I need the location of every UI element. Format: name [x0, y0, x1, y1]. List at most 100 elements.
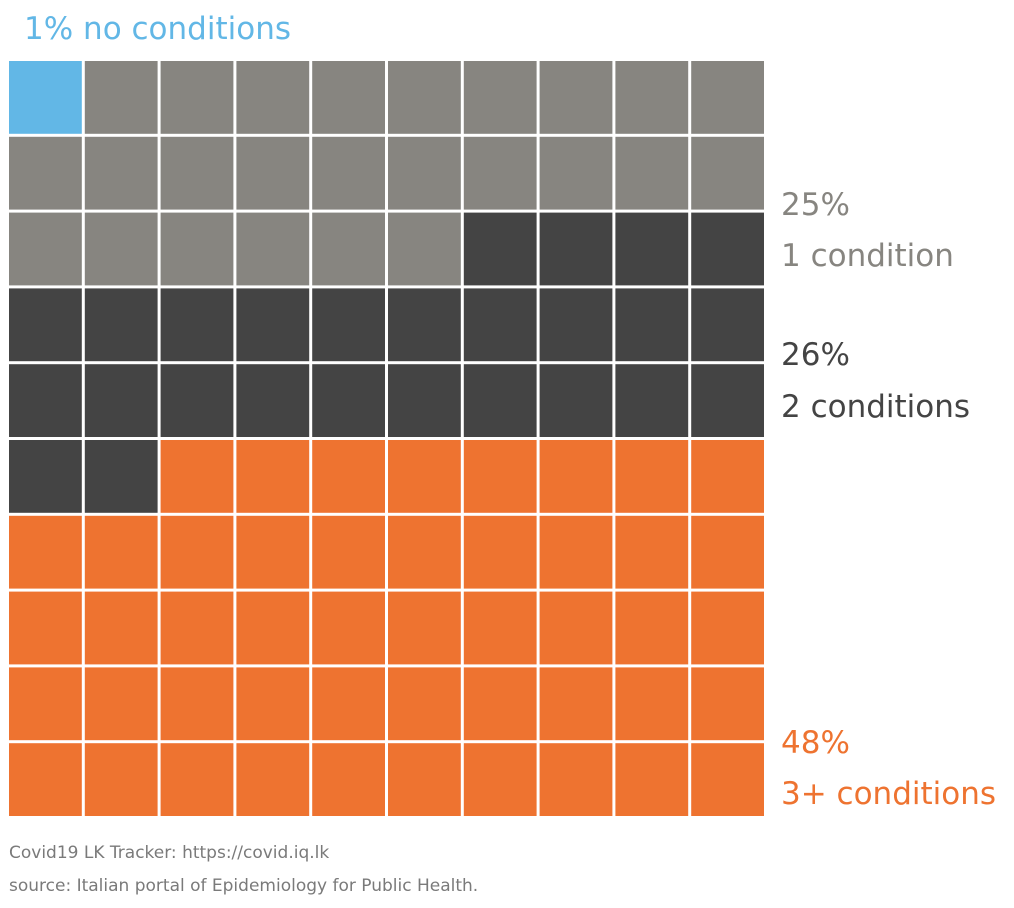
waffle-cell-1-condition — [388, 136, 461, 210]
waffle-cell-2-conditions — [388, 364, 461, 437]
legend-2-conditions-percent: 26% — [781, 337, 850, 373]
waffle-cell-2-conditions — [691, 288, 764, 362]
waffle-cell-3-plus-conditions — [691, 743, 764, 816]
footer-source: source: Italian portal of Epidemiology f… — [9, 876, 479, 896]
waffle-cell-3-plus-conditions — [236, 440, 310, 513]
waffle-cell-3-plus-conditions — [463, 515, 537, 589]
waffle-cell-1-condition — [236, 61, 310, 134]
footer-credit: Covid19 LK Tracker: https://covid.iq.lk — [9, 843, 330, 863]
waffle-cell-1-condition — [312, 136, 385, 210]
waffle-cell-1-condition — [388, 61, 461, 134]
waffle-cell-1-condition — [160, 212, 234, 286]
waffle-cell-2-conditions — [691, 212, 764, 286]
waffle-cell-1-condition — [312, 61, 385, 134]
waffle-cell-3-plus-conditions — [691, 667, 764, 741]
waffle-cell-1-condition — [691, 136, 764, 210]
waffle-cell-3-plus-conditions — [236, 591, 310, 665]
waffle-cell-1-condition — [539, 136, 613, 210]
waffle-cell-2-conditions — [9, 440, 82, 513]
waffle-cell-1-condition — [312, 212, 385, 286]
waffle-cell-3-plus-conditions — [463, 440, 537, 513]
waffle-cell-2-conditions — [160, 288, 234, 362]
waffle-cell-3-plus-conditions — [84, 667, 158, 741]
waffle-cell-3-plus-conditions — [539, 743, 613, 816]
waffle-cell-3-plus-conditions — [615, 591, 689, 665]
waffle-cell-2-conditions — [160, 364, 234, 437]
waffle-cell-3-plus-conditions — [9, 667, 82, 741]
waffle-cell-1-condition — [84, 136, 158, 210]
waffle-cell-2-conditions — [236, 364, 310, 437]
legend-3-plus-conditions-percent: 48% — [781, 725, 850, 761]
legend-no-conditions: 1% no conditions — [24, 11, 291, 47]
waffle-cell-3-plus-conditions — [463, 591, 537, 665]
waffle-cell-1-condition — [463, 136, 537, 210]
legend-3-plus-conditions-label: 3+ conditions — [781, 776, 996, 812]
waffle-cell-1-condition — [691, 61, 764, 134]
waffle-cell-2-conditions — [84, 440, 158, 513]
waffle-cell-1-condition — [160, 136, 234, 210]
waffle-cell-3-plus-conditions — [160, 440, 234, 513]
waffle-cell-3-plus-conditions — [9, 743, 82, 816]
waffle-cell-3-plus-conditions — [615, 743, 689, 816]
waffle-cell-3-plus-conditions — [160, 515, 234, 589]
waffle-cell-2-conditions — [312, 288, 385, 362]
waffle-cell-1-condition — [236, 136, 310, 210]
legend-no-conditions-label: no conditions — [83, 11, 291, 47]
waffle-cell-2-conditions — [691, 364, 764, 437]
waffle-cell-1-condition — [615, 136, 689, 210]
waffle-cell-2-conditions — [463, 212, 537, 286]
waffle-cell-3-plus-conditions — [388, 667, 461, 741]
waffle-cell-3-plus-conditions — [312, 667, 385, 741]
waffle-cell-2-conditions — [615, 212, 689, 286]
waffle-cell-1-condition — [84, 61, 158, 134]
legend-1-condition-percent: 25% — [781, 187, 850, 223]
waffle-cell-2-conditions — [463, 288, 537, 362]
waffle-cell-2-conditions — [615, 364, 689, 437]
waffle-cell-3-plus-conditions — [388, 440, 461, 513]
waffle-cell-3-plus-conditions — [236, 743, 310, 816]
waffle-cell-3-plus-conditions — [84, 743, 158, 816]
waffle-cell-3-plus-conditions — [312, 591, 385, 665]
waffle-cell-3-plus-conditions — [539, 515, 613, 589]
waffle-cell-1-condition — [9, 136, 82, 210]
waffle-cell-3-plus-conditions — [539, 591, 613, 665]
waffle-cell-2-conditions — [236, 288, 310, 362]
waffle-cell-no-conditions — [9, 61, 82, 134]
waffle-cell-2-conditions — [312, 364, 385, 437]
waffle-cell-3-plus-conditions — [388, 515, 461, 589]
waffle-cell-3-plus-conditions — [160, 743, 234, 816]
waffle-cell-1-condition — [539, 61, 613, 134]
waffle-cell-3-plus-conditions — [236, 667, 310, 741]
waffle-cell-2-conditions — [539, 212, 613, 286]
waffle-cell-3-plus-conditions — [539, 667, 613, 741]
waffle-cell-3-plus-conditions — [691, 515, 764, 589]
waffle-cell-3-plus-conditions — [615, 515, 689, 589]
waffle-cell-2-conditions — [388, 288, 461, 362]
waffle-cell-2-conditions — [615, 288, 689, 362]
waffle-cell-3-plus-conditions — [236, 515, 310, 589]
legend-1-condition-label: 1 condition — [781, 238, 954, 274]
waffle-cell-3-plus-conditions — [388, 591, 461, 665]
waffle-cell-1-condition — [84, 212, 158, 286]
waffle-cell-1-condition — [615, 61, 689, 134]
waffle-cell-3-plus-conditions — [388, 743, 461, 816]
waffle-cell-3-plus-conditions — [9, 515, 82, 589]
waffle-cell-3-plus-conditions — [615, 667, 689, 741]
waffle-cell-3-plus-conditions — [84, 591, 158, 665]
waffle-cell-2-conditions — [539, 364, 613, 437]
waffle-cell-3-plus-conditions — [615, 440, 689, 513]
waffle-cell-1-condition — [160, 61, 234, 134]
waffle-cell-3-plus-conditions — [9, 591, 82, 665]
waffle-cell-3-plus-conditions — [312, 743, 385, 816]
waffle-cell-3-plus-conditions — [312, 515, 385, 589]
waffle-cell-3-plus-conditions — [160, 667, 234, 741]
waffle-cell-3-plus-conditions — [463, 667, 537, 741]
waffle-cell-1-condition — [388, 212, 461, 286]
waffle-cell-2-conditions — [463, 364, 537, 437]
legend-2-conditions-label: 2 conditions — [781, 389, 970, 425]
legend-no-conditions-percent: 1% — [24, 11, 73, 47]
waffle-cell-2-conditions — [9, 288, 82, 362]
waffle-cell-1-condition — [463, 61, 537, 134]
waffle-cell-2-conditions — [539, 288, 613, 362]
